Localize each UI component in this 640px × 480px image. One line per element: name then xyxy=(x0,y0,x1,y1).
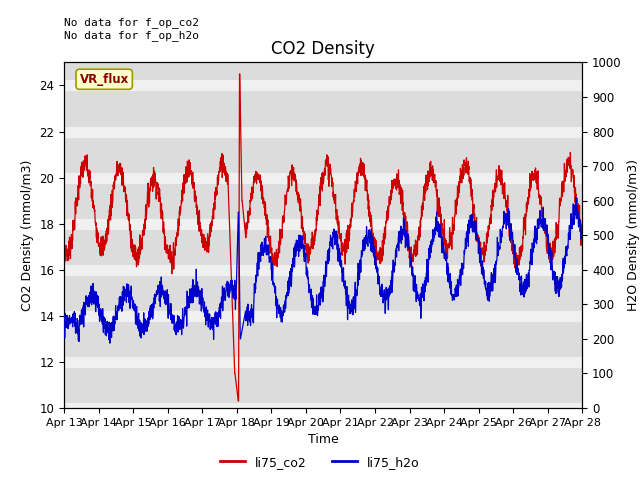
Legend: li75_co2, li75_h2o: li75_co2, li75_h2o xyxy=(215,451,425,474)
Y-axis label: H2O Density (mmol/m3): H2O Density (mmol/m3) xyxy=(627,159,640,311)
X-axis label: Time: Time xyxy=(308,433,339,446)
Title: CO2 Density: CO2 Density xyxy=(271,40,375,58)
Text: VR_flux: VR_flux xyxy=(79,73,129,86)
Text: No data for f_op_co2
No data for f_op_h2o: No data for f_op_co2 No data for f_op_h2… xyxy=(64,17,199,41)
Y-axis label: CO2 Density (mmol/m3): CO2 Density (mmol/m3) xyxy=(20,159,34,311)
